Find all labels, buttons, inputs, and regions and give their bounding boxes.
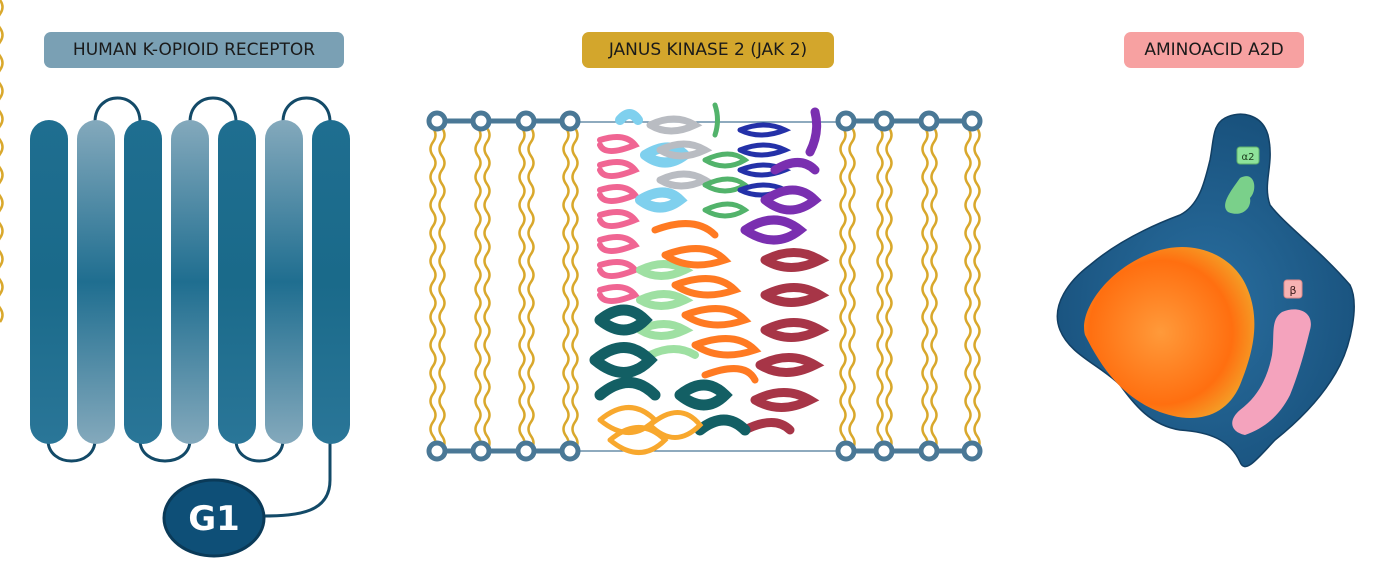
helix-3 <box>124 120 162 444</box>
helix-1 <box>30 120 68 444</box>
receptor-diagram: G1 <box>30 98 350 556</box>
helix-7 <box>312 120 350 444</box>
protein-helices <box>595 105 820 453</box>
helix-2 <box>77 120 115 444</box>
g1-label: G1 <box>188 499 240 539</box>
a2d-structure: α2 β <box>1057 114 1354 466</box>
helix-4 <box>171 120 209 444</box>
beta-label: β <box>1289 284 1296 297</box>
alpha2-label: α2 <box>1242 152 1255 163</box>
helix-6 <box>265 120 303 444</box>
helix-5 <box>218 120 256 444</box>
